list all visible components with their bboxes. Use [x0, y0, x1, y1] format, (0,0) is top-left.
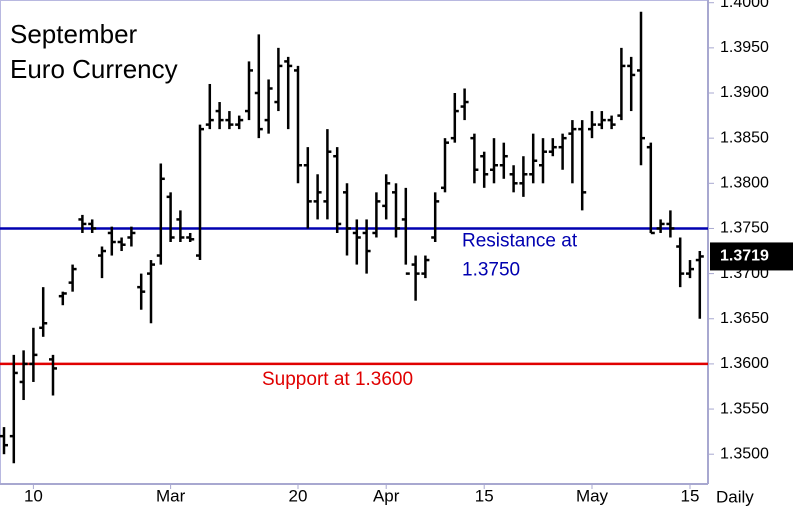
x-tick-label: 20 [289, 486, 308, 505]
level-label: Support at 1.3600 [262, 369, 413, 390]
level-label: 1.3750 [462, 259, 520, 280]
x-tick-label: 15 [681, 486, 700, 505]
last-price-label: 1.3719 [720, 248, 769, 265]
y-tick-label: 1.3500 [720, 445, 769, 462]
x-axis-label: Daily [716, 487, 754, 506]
y-tick-label: 1.3750 [720, 220, 769, 237]
y-tick-label: 1.3800 [720, 175, 769, 192]
x-tick-label: 15 [475, 486, 494, 505]
x-tick-label: 10 [24, 486, 43, 505]
y-tick-label: 1.3950 [720, 39, 769, 56]
x-tick-label: May [576, 486, 609, 505]
y-tick-label: 1.3550 [720, 400, 769, 417]
last-price-tag [710, 242, 793, 271]
chart-title: Euro Currency [10, 54, 178, 84]
y-tick-label: 1.3650 [720, 310, 769, 327]
y-tick-label: 1.3850 [720, 129, 769, 146]
y-tick-label: 1.3600 [720, 355, 769, 372]
y-tick-label: 1.3900 [720, 84, 769, 101]
level-label: Resistance at [462, 230, 578, 251]
x-tick-label: Apr [373, 486, 400, 505]
y-tick-label: 1.4000 [720, 0, 769, 11]
chart-title: September [10, 19, 138, 49]
x-tick-label: Mar [156, 486, 186, 505]
